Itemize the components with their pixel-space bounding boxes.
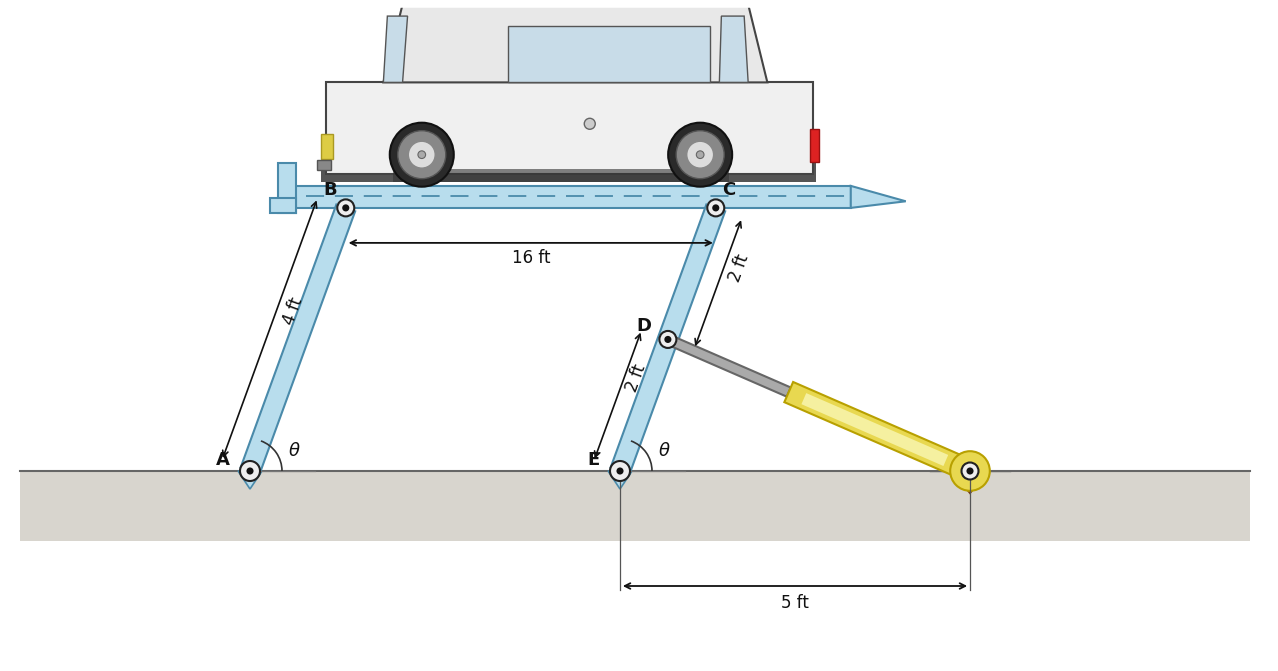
Polygon shape: [20, 471, 1250, 541]
Polygon shape: [666, 335, 791, 397]
Circle shape: [409, 142, 436, 168]
Polygon shape: [611, 205, 725, 474]
Text: $\theta$: $\theta$: [288, 442, 300, 460]
Text: 4 ft: 4 ft: [280, 295, 307, 328]
Polygon shape: [392, 169, 728, 182]
Circle shape: [686, 142, 713, 168]
Circle shape: [668, 123, 732, 187]
Polygon shape: [952, 471, 988, 493]
Polygon shape: [383, 16, 408, 83]
Polygon shape: [321, 134, 332, 160]
Polygon shape: [270, 198, 295, 213]
Circle shape: [659, 331, 676, 348]
Circle shape: [617, 468, 622, 474]
Circle shape: [418, 151, 426, 158]
Polygon shape: [240, 205, 355, 474]
Circle shape: [707, 199, 725, 216]
Polygon shape: [810, 130, 819, 162]
Circle shape: [951, 451, 989, 491]
Polygon shape: [851, 186, 906, 208]
Text: 2 ft: 2 ft: [624, 362, 649, 395]
Polygon shape: [326, 83, 813, 174]
Text: E: E: [588, 451, 599, 469]
Polygon shape: [801, 393, 948, 466]
Polygon shape: [321, 157, 815, 182]
Text: C: C: [722, 181, 735, 199]
Text: 5 ft: 5 ft: [781, 594, 809, 612]
Polygon shape: [291, 186, 851, 208]
Circle shape: [610, 461, 630, 481]
Text: 16 ft: 16 ft: [511, 249, 550, 267]
Polygon shape: [785, 382, 974, 481]
Circle shape: [713, 205, 718, 211]
Circle shape: [584, 118, 596, 130]
Text: $\theta$: $\theta$: [658, 442, 671, 460]
Circle shape: [397, 131, 446, 178]
Polygon shape: [383, 5, 767, 83]
Circle shape: [967, 468, 973, 474]
Circle shape: [390, 123, 454, 187]
Polygon shape: [720, 16, 748, 83]
FancyBboxPatch shape: [317, 160, 331, 170]
Circle shape: [666, 337, 671, 342]
Polygon shape: [238, 471, 262, 489]
Circle shape: [676, 131, 725, 178]
Text: 2 ft: 2 ft: [726, 252, 751, 285]
Polygon shape: [608, 471, 633, 489]
Text: D: D: [636, 317, 651, 336]
Text: B: B: [323, 181, 336, 199]
Polygon shape: [277, 163, 295, 213]
Polygon shape: [509, 26, 709, 83]
Circle shape: [337, 199, 354, 216]
Text: A: A: [216, 451, 230, 469]
Circle shape: [344, 205, 349, 211]
Circle shape: [248, 468, 253, 474]
Circle shape: [961, 462, 979, 480]
Circle shape: [240, 461, 259, 481]
Circle shape: [697, 151, 704, 158]
